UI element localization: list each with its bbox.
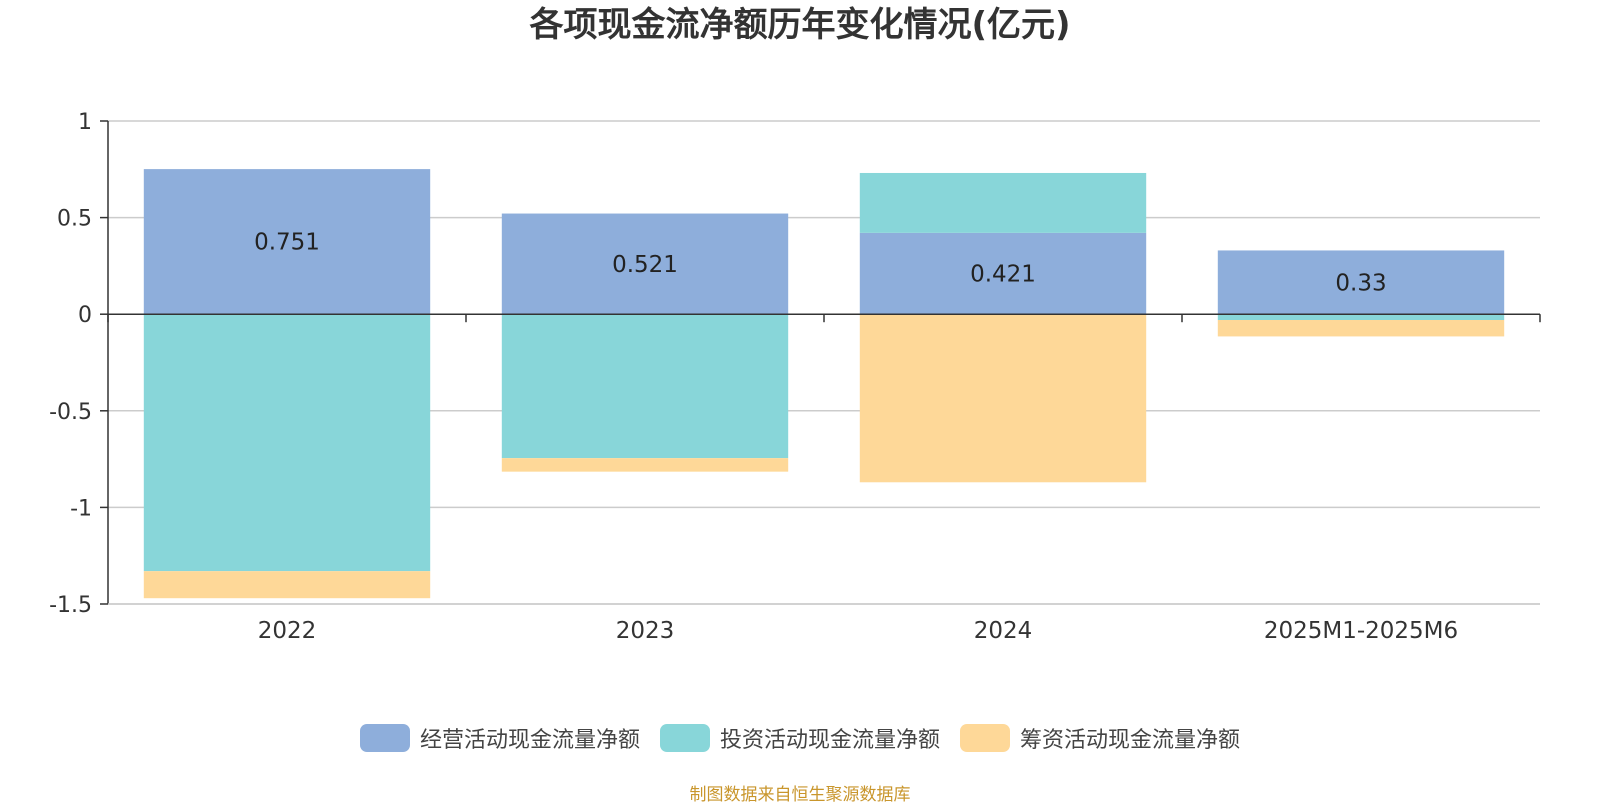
x-tick-label: 2023 [616, 618, 675, 644]
bar-operating-2[interactable] [859, 232, 1147, 315]
legend-swatch-investing [659, 724, 710, 752]
legend-label-financing: 筹资活动现金流量净额 [1020, 728, 1241, 753]
bar-investing-1[interactable] [501, 314, 789, 459]
data-label-operating-1: 0.521 [612, 252, 678, 278]
y-tick-label: 0 [78, 303, 92, 328]
bar-financing-1[interactable] [501, 458, 789, 472]
bar-operating-1[interactable] [501, 213, 789, 315]
data-labels: 0.751 0.521 0.421 0.33 [254, 230, 1387, 297]
data-label-operating-0: 0.751 [254, 230, 320, 256]
y-tick-label: 1 [78, 110, 92, 135]
legend: 经营活动现金流量净额 投资活动现金流量净额 筹资活动现金流量净额 [0, 722, 1600, 754]
bar-investing-0[interactable] [143, 314, 431, 572]
bar-financing-2[interactable] [859, 314, 1147, 483]
bar-investing-2[interactable] [859, 172, 1147, 233]
legend-swatch-operating [359, 724, 410, 752]
data-label-operating-2: 0.421 [970, 262, 1036, 288]
legend-item-financing[interactable]: 筹资活动现金流量净额 [960, 722, 1240, 754]
x-tick-label: 2025M1-2025M6 [1264, 618, 1458, 644]
stacked-bar-chart: 1 0.5 0 -0.5 -1 -1.5 2022 2023 2024 2025M1-2025M6… [49, 110, 1541, 644]
legend-item-investing[interactable]: 投资活动现金流量净额 [659, 722, 940, 754]
y-tick-label: 0.5 [57, 207, 92, 232]
data-label-operating-3: 0.33 [1335, 270, 1386, 296]
bar-financing-0[interactable] [143, 571, 431, 599]
y-tick-label: -0.5 [49, 400, 92, 425]
legend-label-operating: 经营活动现金流量净额 [419, 728, 640, 753]
bar-investing-3[interactable] [1217, 314, 1505, 320]
bar-operating-0[interactable] [143, 169, 431, 315]
y-tick-label: -1 [70, 496, 92, 521]
chart-title: 各项现金流净额历年变化情况(亿元) [529, 5, 1071, 45]
legend-item-operating[interactable]: 经营活动现金流量净额 [359, 722, 640, 754]
bar-operating-3[interactable] [1217, 250, 1505, 315]
legend-label-investing: 投资活动现金流量净额 [719, 728, 940, 753]
x-tick-label: 2022 [258, 618, 317, 644]
axes: 1 0.5 0 -0.5 -1 -1.5 2022 2023 2024 2025M1-2025M6 [49, 110, 1541, 644]
data-source-note: 制图数据来自恒生聚源数据库 [689, 785, 911, 805]
legend-swatch-financing [960, 724, 1010, 752]
bars [143, 169, 1505, 599]
x-tick-label: 2024 [974, 618, 1033, 644]
y-tick-label: -1.5 [49, 593, 92, 618]
bar-financing-3[interactable] [1217, 319, 1505, 337]
